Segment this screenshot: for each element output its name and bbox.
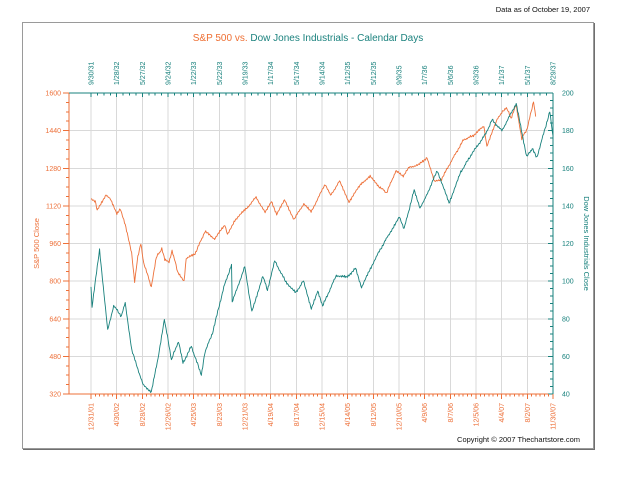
right-axis-title: Dow Jones Industrials Close [582, 196, 591, 291]
svg-text:4/9/06: 4/9/06 [422, 403, 429, 423]
left-axis-title: S&P 500 Close [32, 218, 41, 269]
svg-text:320: 320 [49, 392, 61, 399]
svg-text:960: 960 [49, 241, 61, 248]
svg-text:800: 800 [49, 279, 61, 286]
svg-text:480: 480 [49, 354, 61, 361]
top-axis: 9/30/31 1/28/32 5/27/32 9/24/32 1/22/33 5/22/… [89, 62, 558, 97]
data-as-of-label: Data as of October 19, 2007 [495, 5, 590, 14]
svg-text:40: 40 [562, 392, 570, 399]
svg-text:120: 120 [562, 241, 574, 248]
chart-title: S&P 500 vs. Dow Jones Industrials - Cale… [23, 33, 593, 44]
svg-text:4/30/02: 4/30/02 [114, 403, 121, 426]
svg-text:1/1/37: 1/1/37 [499, 65, 506, 85]
svg-text:5/6/36: 5/6/36 [448, 65, 455, 85]
svg-text:1440: 1440 [45, 128, 61, 135]
chart-title-sp500: S&P 500 vs. [192, 33, 248, 44]
bottom-axis: 12/31/01 4/30/02 8/28/02 12/26/02 4/25/03 8/2… [89, 394, 558, 430]
svg-text:80: 80 [562, 316, 570, 323]
chart-canvas: 1600 1440 1280 1120 960 800 640 480 320 200 180 160… [32, 62, 591, 431]
svg-text:5/12/35: 5/12/35 [371, 62, 378, 85]
svg-text:4/4/07: 4/4/07 [499, 403, 506, 423]
svg-text:180: 180 [562, 128, 574, 135]
svg-text:1/17/34: 1/17/34 [268, 62, 275, 85]
svg-text:9/9/35: 9/9/35 [397, 65, 404, 85]
svg-text:100: 100 [562, 279, 574, 286]
svg-text:160: 160 [562, 166, 574, 173]
svg-text:8/17/04: 8/17/04 [294, 403, 301, 426]
svg-text:4/19/04: 4/19/04 [268, 403, 275, 426]
svg-text:1280: 1280 [45, 166, 61, 173]
svg-text:60: 60 [562, 354, 570, 361]
svg-text:9/19/33: 9/19/33 [243, 62, 250, 85]
svg-text:1600: 1600 [45, 91, 61, 98]
series-line-dow [90, 102, 554, 393]
svg-text:1/22/33: 1/22/33 [191, 62, 198, 85]
left-axis: 1600 1440 1280 1120 960 800 640 480 320 [45, 91, 69, 399]
svg-text:12/10/05: 12/10/05 [397, 403, 404, 430]
svg-text:4/14/05: 4/14/05 [345, 403, 352, 426]
copyright-label: Copyright © 2007 Thechartstore.com [457, 435, 580, 444]
svg-text:9/30/31: 9/30/31 [89, 62, 96, 85]
svg-text:12/15/04: 12/15/04 [320, 403, 327, 430]
svg-text:1/28/32: 1/28/32 [114, 62, 121, 85]
svg-text:4/25/03: 4/25/03 [191, 403, 198, 426]
grid [69, 92, 554, 395]
svg-text:200: 200 [562, 91, 574, 98]
chart-title-dow: Dow Jones Industrials - Calendar Days [247, 33, 424, 44]
svg-text:5/17/34: 5/17/34 [294, 62, 301, 85]
series-line-sp500 [90, 101, 537, 288]
svg-text:12/31/01: 12/31/01 [89, 403, 96, 430]
svg-text:9/24/32: 9/24/32 [166, 62, 173, 85]
svg-text:8/12/05: 8/12/05 [371, 403, 378, 426]
svg-text:12/5/06: 12/5/06 [474, 403, 481, 426]
svg-text:9/14/34: 9/14/34 [320, 62, 327, 85]
svg-text:9/3/36: 9/3/36 [474, 65, 481, 85]
svg-text:12/21/03: 12/21/03 [243, 403, 250, 430]
svg-text:1/7/36: 1/7/36 [422, 65, 429, 85]
svg-text:8/23/03: 8/23/03 [217, 403, 224, 426]
svg-text:1120: 1120 [46, 203, 61, 210]
svg-text:5/1/37: 5/1/37 [525, 65, 532, 85]
svg-text:5/22/33: 5/22/33 [217, 62, 224, 85]
chart-panel: S&P 500 vs. Dow Jones Industrials - Cale… [22, 22, 594, 449]
svg-text:8/29/37: 8/29/37 [551, 62, 558, 85]
svg-text:11/30/07: 11/30/07 [551, 403, 558, 430]
svg-text:8/2/07: 8/2/07 [525, 403, 532, 423]
svg-text:8/7/06: 8/7/06 [448, 403, 455, 423]
svg-text:8/28/02: 8/28/02 [140, 403, 147, 426]
svg-text:140: 140 [562, 203, 574, 210]
svg-text:1/12/35: 1/12/35 [345, 62, 352, 85]
svg-text:5/27/32: 5/27/32 [140, 62, 147, 85]
svg-text:640: 640 [49, 316, 61, 323]
right-axis: 200 180 160 140 120 100 80 60 40 [548, 91, 574, 399]
svg-text:12/26/02: 12/26/02 [166, 403, 173, 430]
